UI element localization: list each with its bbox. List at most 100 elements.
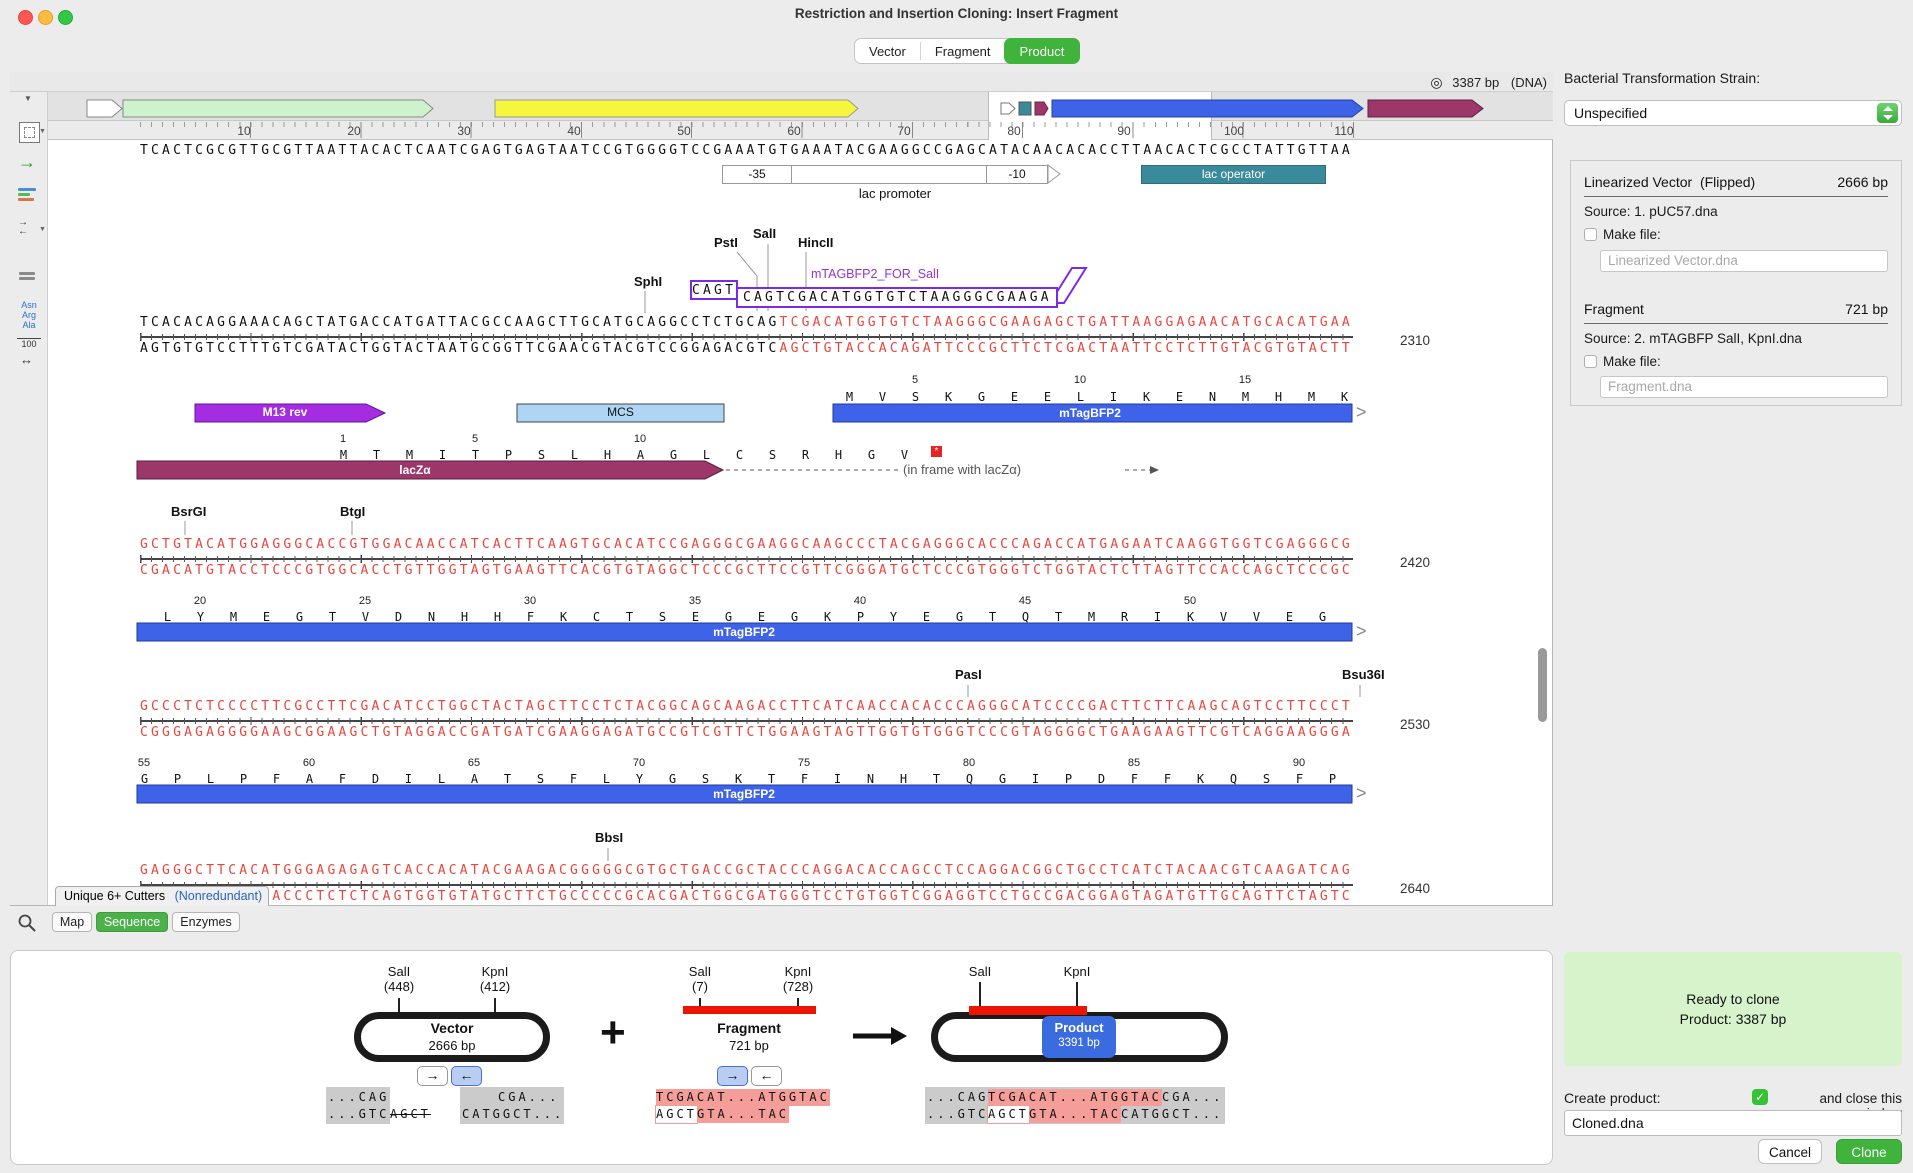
aa-number: 10 — [1073, 374, 1087, 386]
ruler-number: 70 — [897, 124, 911, 138]
enzyme-bbsi[interactable]: BbsI — [595, 830, 624, 845]
primer-label[interactable]: mTAGBFP2_FOR_SalI — [811, 267, 940, 281]
ruler-number: 110 — [1334, 124, 1354, 138]
pair-bars-icon[interactable] — [19, 272, 39, 282]
alignment-tool-icon[interactable] — [18, 188, 40, 203]
fragment-forward-button[interactable]: → — [717, 1066, 748, 1086]
enzyme-psti[interactable]: PstI — [714, 235, 738, 250]
product-seq-top-left: ...CAG — [927, 1090, 989, 1104]
mtagbfp2-label-row4[interactable]: mTagBFP2 — [713, 787, 775, 801]
tab-enzymes[interactable]: Enzymes — [172, 912, 240, 932]
lac-promoter-box[interactable]: -35 -10 — [722, 165, 1048, 184]
sequence-bottom-strand-2[interactable]: AGTGTGTCCTTTGTCGATACTGGTACTAATGCGGTTCGAA… — [140, 341, 1353, 356]
convert-caret-icon[interactable]: ▼ — [39, 226, 46, 233]
vector-seq-top-left: ...CAG — [328, 1090, 390, 1104]
fragment-insert-bar — [683, 1006, 816, 1014]
residue-display-icon[interactable]: Asn Arg Ala — [21, 300, 37, 330]
continuation-mark: > — [1356, 402, 1367, 422]
position-label: 2530 — [1400, 717, 1431, 732]
mtagbfp2-label-row3[interactable]: mTagBFP2 — [713, 625, 775, 639]
vector-reverse-button[interactable]: ← — [451, 1066, 482, 1086]
vector-make-file-checkbox[interactable] — [1584, 228, 1597, 241]
vector-seq-top-right: CGA... — [498, 1090, 560, 1104]
product-filename-input[interactable]: Cloned.dna — [1564, 1110, 1902, 1136]
fragment-make-file-checkbox[interactable] — [1584, 355, 1597, 368]
dropdown-stepper-icon[interactable] — [1877, 103, 1898, 123]
sequence-top-strand-2[interactable]: TCACACAGGAAACAGCTATGACCATGATTACGCCAAGCTT… — [140, 315, 1353, 330]
cutters-label: Unique 6+ Cutters — [64, 889, 166, 903]
vector-name: Vector — [430, 1020, 474, 1036]
product-seq-top-right: CGA... — [1162, 1090, 1224, 1104]
fragment-make-file-label: Make file: — [1603, 354, 1661, 369]
clone-button[interactable]: Clone — [1836, 1139, 1902, 1164]
ruler-scale-icon[interactable]: 100 — [17, 338, 41, 349]
tab-sequence[interactable]: Sequence — [96, 912, 168, 932]
side-toolbar — [10, 92, 48, 905]
minimize-window-icon[interactable] — [38, 10, 53, 25]
aa-number: 5 — [911, 374, 919, 386]
tab-fragment[interactable]: Fragment — [934, 43, 991, 59]
tab-vector[interactable]: Vector — [869, 43, 906, 59]
primer-overhang-box[interactable]: CAGT — [690, 280, 738, 300]
go-arrow-icon[interactable]: → — [18, 152, 36, 172]
strand-ruler-4 — [140, 717, 1353, 725]
enzyme-pasi[interactable]: PasI — [955, 667, 982, 682]
fragment-reverse-button[interactable]: ← — [751, 1066, 782, 1086]
overview-minimap[interactable] — [48, 92, 1553, 120]
sequence-top-strand-5[interactable]: GAGGGCTTCACATGGGAGAGAGTCACCACATACGAAGACG… — [140, 863, 1353, 878]
enzyme-bsrgi[interactable]: BsrGI — [171, 504, 207, 519]
enzyme-bsu36i[interactable]: Bsu36I — [1342, 667, 1385, 682]
strain-dropdown[interactable]: Unspecified — [1564, 100, 1902, 126]
strand-ruler-5 — [140, 881, 1353, 889]
tab-map[interactable]: Map — [52, 912, 92, 932]
expand-icon[interactable]: ↔ — [20, 352, 33, 367]
ruler-number: 20 — [347, 124, 361, 138]
vertical-scrollbar[interactable] — [1538, 648, 1547, 722]
search-icon[interactable] — [17, 913, 37, 933]
sequence-top-strand-3[interactable]: GCTGTACATGGAGGGCACCGTGGACAACCATCACTTCAAG… — [140, 537, 1353, 552]
close-window-icon[interactable] — [18, 10, 33, 25]
sequence-bottom-strand-4[interactable]: CGGGAGAGGGGAAGCGGAAGCTGTAGGACCGATGATCGAA… — [140, 725, 1353, 740]
convert-arrows-icon[interactable]: → ← — [18, 217, 28, 237]
vector-filename-input[interactable]: Linearized Vector.dna — [1600, 250, 1888, 272]
aa-number: 5 — [471, 433, 479, 445]
divider — [1584, 196, 1888, 197]
enzyme-hincii[interactable]: HincII — [798, 235, 834, 250]
aa-number: 50 — [1183, 595, 1197, 607]
sequence-bottom-strand-5[interactable]: CTCCCGAAGTGTACCCTCTCTCAGTGGTGTATGCTTCTGC… — [140, 889, 1353, 904]
ready-line2: Product: 3387 bp — [1679, 1011, 1787, 1027]
lacza-label[interactable]: lacZα — [399, 463, 431, 477]
cloning-summary-panel — [10, 950, 1553, 1165]
sequence-line-1[interactable]: TCACTCGCGTTGCGTTAATTACACTCAATCGAGTGAGTAA… — [140, 143, 1353, 158]
select-tool-icon[interactable] — [19, 122, 40, 143]
enzyme-sphi[interactable]: SphI — [634, 274, 663, 289]
stop-codon-icon: * — [931, 446, 942, 457]
cutters-status-bar[interactable]: Unique 6+ Cutters (Nonredundant) — [55, 886, 269, 906]
sequence-top-strand-4[interactable]: GCCCTCTCCCCTTCGCCTTCGACATCCTGGCTACTAGCTT… — [140, 699, 1353, 714]
aa-number: 25 — [358, 595, 372, 607]
select-tool-caret-icon[interactable]: ▼ — [39, 128, 46, 135]
nonredundant-link[interactable]: (Nonredundant) — [174, 889, 263, 903]
mcs-label[interactable]: MCS — [607, 405, 634, 419]
toolbar-caret-icon[interactable]: ▼ — [24, 94, 32, 103]
strand-ruler-3 — [140, 555, 1353, 563]
enzyme-sali[interactable]: SalI — [753, 226, 777, 241]
primer-sequence-box[interactable]: CAGTCGACATGGTGTCTAAGGGCGAAGA — [736, 287, 1058, 308]
lac-operator-box[interactable]: lac operator — [1141, 165, 1326, 184]
zoom-window-icon[interactable] — [58, 10, 73, 25]
vector-forward-button[interactable]: → — [417, 1066, 448, 1086]
sequence-bottom-strand-3[interactable]: CGACATGTACCTCCCGTGGCACCTGTTGGTAGTGAAGTTC… — [140, 563, 1353, 578]
m13-rev-label[interactable]: M13 rev — [262, 405, 308, 419]
tab-product[interactable]: Product — [1003, 38, 1081, 64]
cancel-button[interactable]: Cancel — [1758, 1139, 1822, 1164]
fragment-filename-input[interactable]: Fragment.dna — [1600, 376, 1888, 398]
aa-number: 60 — [302, 757, 316, 769]
mtagbfp2-label-row2[interactable]: mTagBFP2 — [1059, 406, 1121, 420]
ruler-major-ticks — [250, 122, 1354, 138]
enzyme-btgi[interactable]: BtgI — [340, 504, 366, 519]
close-window-checkbox[interactable]: ✓ — [1752, 1089, 1768, 1105]
